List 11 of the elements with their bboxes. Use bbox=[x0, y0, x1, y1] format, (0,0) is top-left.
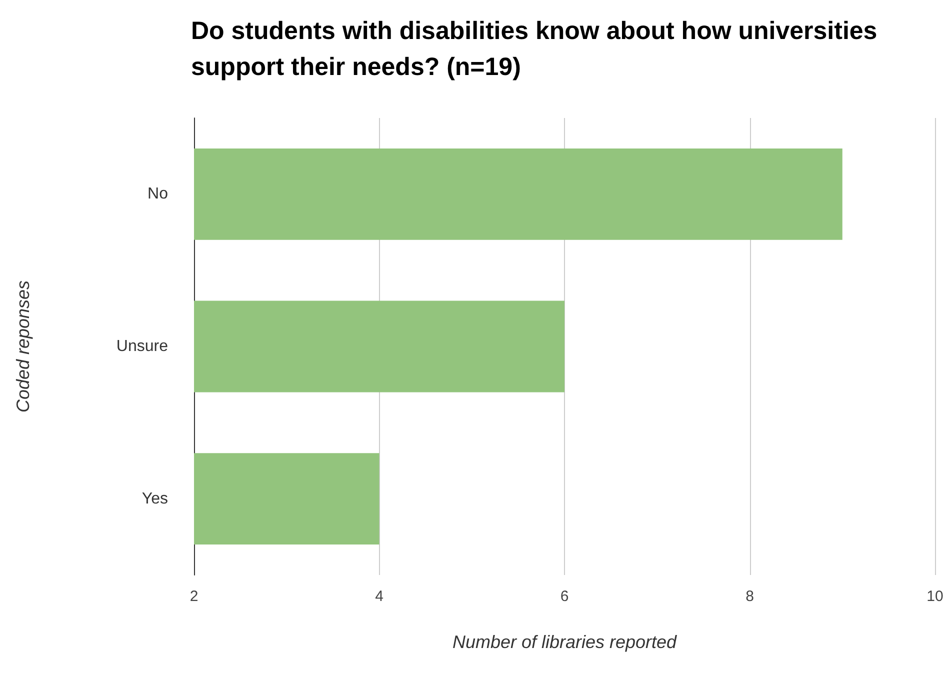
y-tick-label: Yes bbox=[142, 490, 168, 508]
y-tick-label: Unsure bbox=[116, 338, 168, 355]
x-tick-label: 10 bbox=[926, 588, 944, 605]
x-tick-label: 4 bbox=[375, 588, 384, 605]
x-tick-label: 8 bbox=[746, 588, 754, 605]
y-tick-label: No bbox=[148, 186, 168, 203]
x-tick-label: 2 bbox=[190, 588, 198, 605]
x-tick-label: 6 bbox=[560, 588, 569, 605]
chart-title: Do students with disabilities know about how universities support their needs? (n=19) bbox=[191, 17, 884, 81]
y-axis-title: Coded reponses bbox=[13, 280, 33, 413]
x-axis-title: Number of libraries reported bbox=[452, 632, 678, 652]
